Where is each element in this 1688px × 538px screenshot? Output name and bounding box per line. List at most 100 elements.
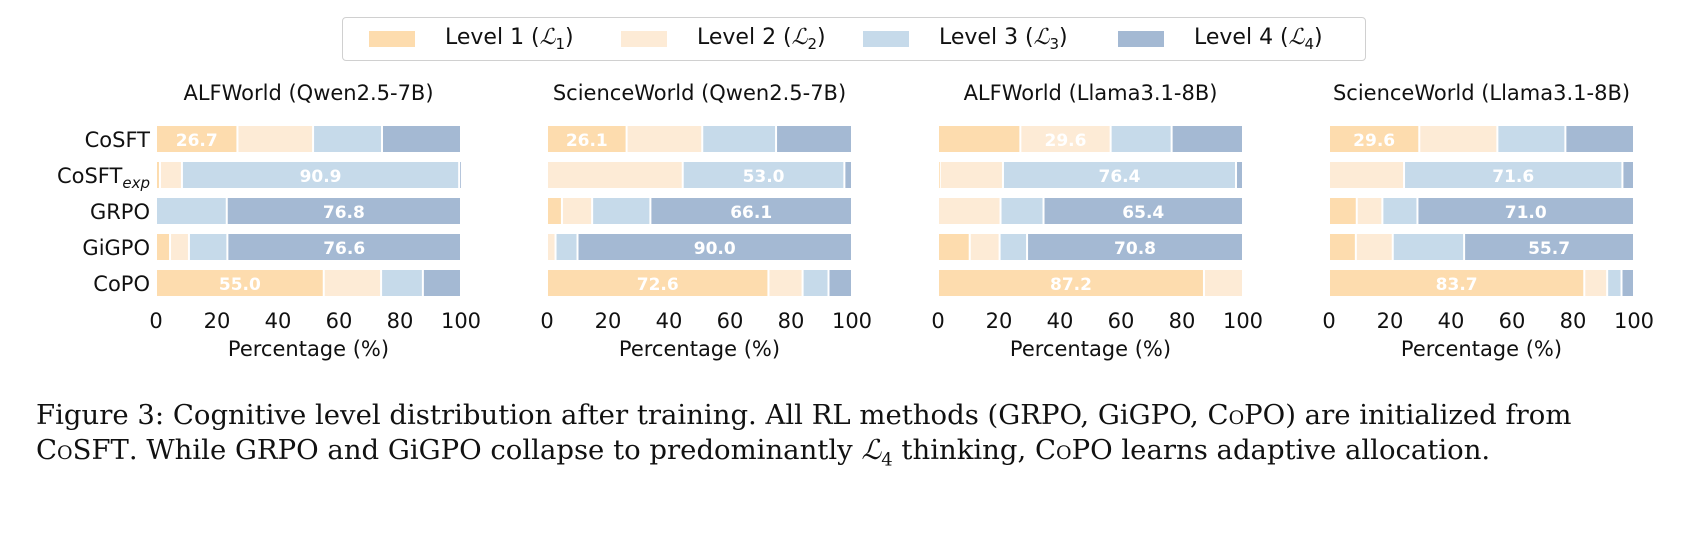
bar-segment-gigpo-level-4 (1465, 234, 1633, 260)
chart-panel-alfworld-qwen2-5-7b: ALFWorld (Qwen2.5-7B)26.7CoSFT90.9CoSFTe… (57, 81, 481, 361)
bar-segment-copo-level-1 (157, 270, 323, 296)
legend-item-level-4: Level 4 (ℒ4) (1118, 18, 1323, 60)
bar-segment-cosft-level-4 (383, 126, 460, 152)
bar-segment-cosft-level-3 (314, 126, 382, 152)
bar-segment-gigpo-level-3 (189, 234, 227, 260)
bar-segment-gigpo-level-2 (171, 234, 188, 260)
x-tick-label: 40 (656, 309, 683, 333)
bar-segment-grpo-level-4 (1418, 198, 1633, 224)
bar-segment-cosft-exp-level-3 (1003, 162, 1235, 188)
category-label-grpo: GRPO (90, 200, 150, 224)
bar-segment-cosft-level-4 (1566, 126, 1633, 152)
chart-panel-scienceworld-qwen2-5-7b: ScienceWorld (Qwen2.5-7B) 26.1 53.0 66.1 90.… (540, 81, 872, 361)
bar-segment-cosft-exp-level-2 (1330, 162, 1404, 188)
bar-segment-gigpo-level-1 (939, 234, 969, 260)
chart-title: ALFWorld (Qwen2.5-7B) (183, 81, 433, 105)
bar-segment-gigpo-level-2 (970, 234, 999, 260)
x-tick-label: 20 (1377, 309, 1404, 333)
legend-label-level-1: Level 1 (ℒ1) (445, 25, 574, 53)
x-tick-label: 80 (1169, 309, 1196, 333)
category-label-subscript: exp (122, 174, 150, 192)
x-axis-label: Percentage (%) (228, 337, 389, 361)
bar-segment-cosft-level-4 (777, 126, 851, 152)
category-label-copo: CoPO (93, 272, 150, 296)
data-label: 55.0 (219, 275, 261, 295)
chart-panel-alfworld-llama3-1-8b: ALFWorld (Llama3.1-8B) 29.6 76.4 65.4 70.8 87… (931, 81, 1263, 361)
legend-swatch-level-2 (621, 31, 667, 47)
bar-segment-copo-level-4 (423, 270, 460, 296)
category-label-cosft-exp: CoSFTexp (57, 164, 150, 192)
legend-item-level-1: Level 1 (ℒ1) (369, 18, 574, 60)
bar-segment-grpo-level-1 (1330, 198, 1356, 224)
chart-title: ScienceWorld (Llama3.1-8B) (1333, 81, 1630, 105)
data-label: 29.6 (1045, 131, 1087, 151)
data-label: 90.0 (694, 239, 736, 259)
category-label-cosft: CoSFT (85, 128, 151, 152)
bar-segment-grpo-level-3 (157, 198, 226, 224)
data-label: 90.9 (300, 167, 342, 187)
bar-segment-cosft-exp-level-1 (157, 162, 159, 188)
bar-segment-grpo-level-1 (548, 198, 561, 224)
x-tick-label: 0 (1322, 309, 1335, 333)
legend-swatch-level-4 (1118, 31, 1164, 47)
bar-segment-copo-level-3 (803, 270, 828, 296)
bar-segment-cosft-level-1 (1330, 126, 1419, 152)
bar-segment-copo-level-3 (1608, 270, 1621, 296)
category-label-gigpo: GiGPO (82, 236, 150, 260)
x-tick-label: 40 (1047, 309, 1074, 333)
x-tick-label: 60 (717, 309, 744, 333)
bar-segment-cosft-level-1 (939, 126, 1020, 152)
data-label: 29.6 (1353, 131, 1395, 151)
data-label: 71.0 (1505, 203, 1547, 223)
bar-segment-copo-level-2 (1204, 270, 1242, 296)
bar-segment-cosft-exp-level-2 (548, 162, 682, 188)
bar-segment-gigpo-level-4 (228, 234, 460, 260)
bar-segment-cosft-level-2 (1021, 126, 1110, 152)
x-tick-label: 60 (326, 309, 353, 333)
bar-segment-cosft-level-4 (1172, 126, 1242, 152)
bar-segment-gigpo-level-4 (1028, 234, 1242, 260)
bar-segment-copo-level-2 (1585, 270, 1607, 296)
bar-segment-cosft-level-1 (548, 126, 626, 152)
bar-segment-copo-level-2 (324, 270, 381, 296)
x-tick-label: 100 (832, 309, 872, 333)
bar-segment-gigpo-level-3 (1000, 234, 1027, 260)
legend-item-level-3: Level 3 (ℒ3) (863, 18, 1068, 60)
x-tick-label: 20 (595, 309, 622, 333)
bar-segment-copo-level-4 (829, 270, 851, 296)
x-axis-label: Percentage (%) (1010, 337, 1171, 361)
bar-segment-cosft-level-3 (1498, 126, 1565, 152)
bar-segment-copo-level-4 (1622, 270, 1633, 296)
x-tick-label: 100 (441, 309, 481, 333)
bar-segment-gigpo-level-2 (1356, 234, 1392, 260)
chart-panel-scienceworld-llama3-1-8b: ScienceWorld (Llama3.1-8B) 29.6 71.6 71.0 55… (1322, 81, 1654, 361)
bar-segment-cosft-level-1 (157, 126, 237, 152)
bar-segment-grpo-level-3 (1383, 198, 1417, 224)
legend-item-level-2: Level 2 (ℒ2) (621, 18, 826, 60)
legend-swatch-level-3 (863, 31, 909, 47)
x-tick-label: 20 (986, 309, 1013, 333)
bar-segment-cosft-exp-level-3 (683, 162, 844, 188)
x-axis-label: Percentage (%) (619, 337, 780, 361)
x-axis-label: Percentage (%) (1401, 337, 1562, 361)
legend-label-level-2: Level 2 (ℒ2) (697, 25, 826, 53)
x-tick-label: 40 (1438, 309, 1465, 333)
bar-segment-cosft-exp-level-4 (460, 162, 461, 188)
data-label: 76.6 (323, 239, 365, 259)
bar-segment-cosft-exp-level-4 (1623, 162, 1633, 188)
data-label: 53.0 (743, 167, 785, 187)
data-label: 55.7 (1528, 239, 1570, 259)
bar-segment-gigpo-level-3 (1393, 234, 1464, 260)
data-label: 87.2 (1050, 275, 1092, 295)
legend-swatch-level-1 (369, 31, 415, 47)
bar-segment-grpo-level-3 (1001, 198, 1043, 224)
bar-segment-gigpo-level-4 (578, 234, 851, 260)
data-label: 70.8 (1114, 239, 1156, 259)
data-label: 76.8 (323, 203, 365, 223)
data-label: 66.1 (730, 203, 772, 223)
data-label: 83.7 (1436, 275, 1478, 295)
data-label: 65.4 (1122, 203, 1164, 223)
bar-segment-cosft-level-2 (627, 126, 702, 152)
x-tick-label: 0 (149, 309, 162, 333)
data-label: 26.1 (566, 131, 608, 151)
